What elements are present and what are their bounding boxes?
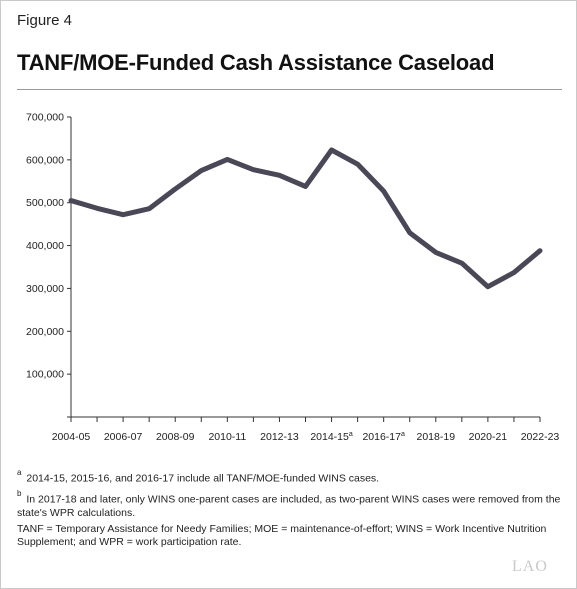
lao-logo: LAO: [512, 558, 548, 575]
x-tick-label: 2014-15a: [310, 431, 353, 443]
x-tick-label: 2012-13: [260, 431, 299, 443]
x-tick-label: 2022-23: [521, 431, 560, 443]
footnote-b-text: In 2017-18 and later, only WINS one-pare…: [17, 493, 561, 519]
y-tick-label: 600,000: [26, 154, 64, 166]
x-tick-label: 2006-07: [104, 431, 143, 443]
x-tick-superscript: a: [349, 431, 353, 438]
x-tick-label: 2004-05: [52, 431, 91, 443]
x-tick-label: 2008-09: [156, 431, 195, 443]
x-tick-label: 2010-11: [208, 431, 246, 443]
chart-title: TANF/MOE-Funded Cash Assistance Caseload: [17, 50, 495, 75]
x-tick-label: 2018-19: [417, 431, 456, 443]
y-tick-label: 100,000: [26, 369, 64, 381]
y-tick-label: 500,000: [26, 197, 64, 209]
footnote-a-text: 2014-15, 2015-16, and 2016-17 include al…: [26, 472, 380, 485]
caseload-series-line: [68, 147, 543, 290]
x-tick-superscript: a: [401, 431, 405, 438]
footnote-b-marker: b: [17, 489, 22, 498]
line-chart: 100,000 200,000 300,000 400,000 500,000 600,0…: [26, 112, 560, 444]
y-tick-label: 300,000: [26, 283, 64, 295]
x-tick-label: 2016-17a: [362, 431, 405, 443]
footnote-a: a 2014-15, 2015-16, and 2016-17 include …: [17, 468, 562, 486]
footnote-a-marker: a: [17, 468, 22, 477]
figure-label: Figure 4: [17, 12, 73, 29]
y-tick-label: 200,000: [26, 326, 64, 338]
y-tick-label: 700,000: [26, 112, 64, 124]
abbreviations-note: TANF = Temporary Assistance for Needy Fa…: [17, 523, 547, 548]
footnote-b: b In 2017-18 and later, only WINS one-pa…: [17, 489, 562, 520]
title-divider: [17, 89, 562, 90]
x-tick-label: 2020-21: [469, 431, 508, 443]
y-tick-label: 400,000: [26, 240, 64, 252]
